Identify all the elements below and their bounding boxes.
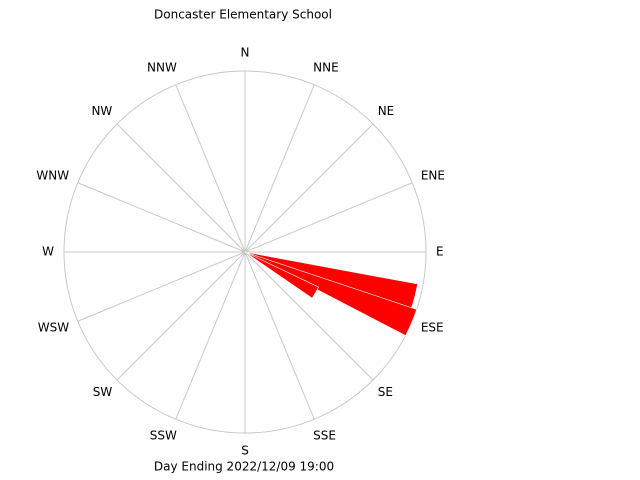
grid-spoke [77, 182, 246, 253]
chart-title: Doncaster Elementary School [154, 8, 332, 22]
grid-spoke [77, 251, 246, 322]
grid-spoke [116, 123, 246, 253]
grid-spoke [244, 251, 374, 381]
chart-footer: Day Ending 2022/12/09 19:00 [154, 460, 334, 474]
direction-label: NW [91, 104, 112, 118]
direction-label: W [42, 245, 54, 259]
grid-spoke [175, 84, 246, 253]
direction-label: SE [378, 385, 393, 399]
grid-spoke [244, 251, 315, 420]
direction-label: WSW [38, 321, 69, 335]
grid-spoke [175, 251, 246, 420]
grid-spoke [244, 182, 413, 253]
direction-label: ENE [421, 168, 445, 182]
grid-spoke [244, 123, 374, 253]
direction-label: SSE [313, 428, 336, 442]
direction-label: SW [93, 385, 113, 399]
direction-label: NNW [147, 61, 177, 75]
direction-label: NNE [313, 61, 339, 75]
direction-label: WNW [36, 168, 69, 182]
direction-label: N [241, 46, 250, 60]
wind-sector [244, 251, 319, 299]
grid-spoke [244, 84, 315, 253]
grid-spoke [116, 251, 246, 381]
direction-label: E [436, 245, 444, 259]
direction-label: ESE [421, 321, 444, 335]
direction-label: SSW [150, 428, 177, 442]
direction-label: NE [378, 104, 395, 118]
direction-label: S [241, 444, 249, 458]
